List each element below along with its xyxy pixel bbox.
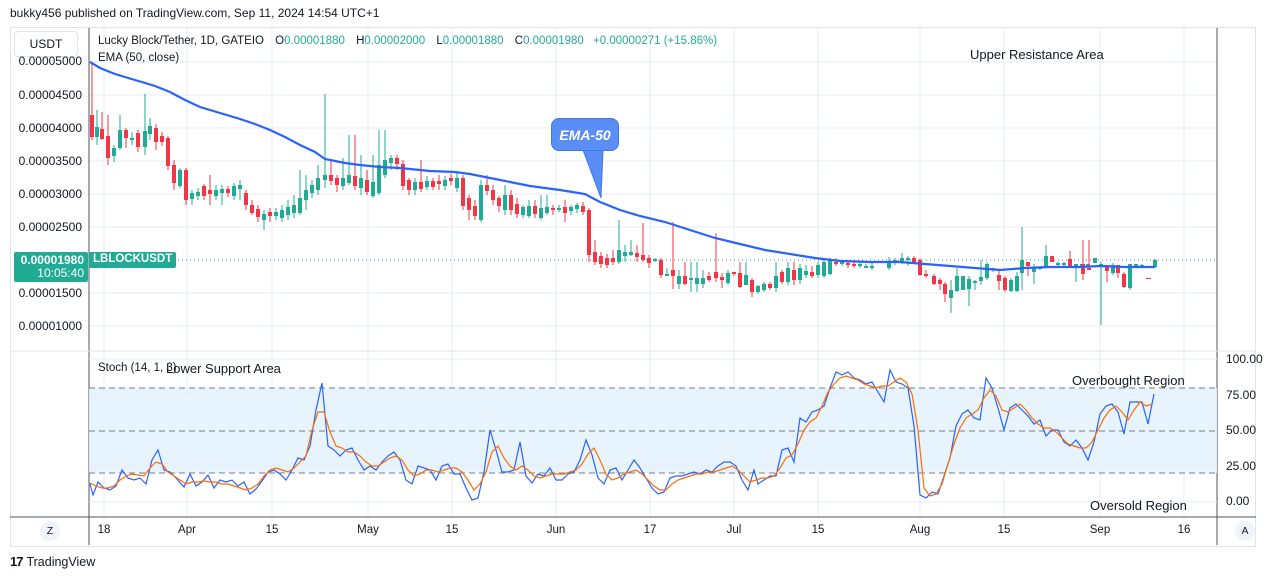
price-tick: 0.00002500 xyxy=(18,220,82,234)
time-tick: 18 xyxy=(97,524,111,536)
oversold-annotation[interactable]: Oversold Region xyxy=(1090,498,1187,513)
time-tick: Sep xyxy=(1089,524,1111,536)
publish-info: bukky456 published on TradingView.com, S… xyxy=(10,6,380,20)
zoom-reset-button[interactable]: Z xyxy=(40,521,60,541)
stoch-tick: 100.00 xyxy=(1226,352,1263,366)
time-tick: 16 xyxy=(1177,524,1191,536)
symbol-label: LBLOCKUSDT xyxy=(89,252,177,268)
ema-callout[interactable]: EMA-50 xyxy=(551,118,619,151)
time-tick: Apr xyxy=(178,524,196,536)
open-value: 0.00001880 xyxy=(284,35,345,47)
symbol-description: Lucky Block/Tether, 1D, GATEIO xyxy=(98,35,264,47)
stoch-k-line xyxy=(89,368,1155,501)
stoch-pane xyxy=(89,358,1217,503)
close-value: 0.00001980 xyxy=(523,35,584,47)
last-price-label: 0.00001980 10:05:40 xyxy=(14,252,88,282)
stoch-d-line xyxy=(89,375,1153,497)
last-price-value: 0.00001980 xyxy=(20,253,84,267)
stoch-tick: 50.00 xyxy=(1226,423,1257,437)
time-tick: 15 xyxy=(997,524,1011,536)
lower-support-annotation[interactable]: Lower Support Area xyxy=(166,361,281,376)
high-label: H xyxy=(356,35,365,47)
ema-legend[interactable]: EMA (50, close) xyxy=(98,52,180,64)
ohlc-legend: Lucky Block/Tether, 1D, GATEIO O0.000018… xyxy=(98,35,717,47)
bar-countdown: 10:05:40 xyxy=(37,266,84,280)
high-value: 0.00002000 xyxy=(364,35,426,47)
time-tick: Jun xyxy=(546,524,566,536)
stoch-legend[interactable]: Stoch (14, 1, 3) xyxy=(98,362,177,374)
time-tick: 15 xyxy=(265,524,279,536)
low-label: L xyxy=(436,35,443,47)
change-value: +0.00000271 (+15.86%) xyxy=(593,35,718,47)
open-label: O xyxy=(275,35,285,47)
ema-line xyxy=(89,61,1155,272)
time-tick: Jul xyxy=(726,524,742,536)
stoch-tick: 25.00 xyxy=(1226,459,1257,473)
time-tick: 17 xyxy=(643,524,657,536)
time-tick: Aug xyxy=(909,524,931,536)
price-tick: 0.00004000 xyxy=(18,121,82,135)
price-tick: 0.00001500 xyxy=(18,286,82,300)
brand-name: TradingView xyxy=(26,554,96,569)
time-tick: 15 xyxy=(445,524,459,536)
callout-pointer xyxy=(582,149,604,199)
price-tick: 0.00003000 xyxy=(18,187,82,201)
tradingview-brand[interactable]: 17 TradingView xyxy=(10,554,95,569)
upper-resistance-annotation[interactable]: Upper Resistance Area xyxy=(970,47,1104,62)
time-tick: May xyxy=(357,524,379,536)
price-tick: 0.00004500 xyxy=(18,88,82,102)
tradingview-logo-icon: 17 xyxy=(10,554,24,569)
price-tick: 0.00001000 xyxy=(18,319,82,333)
price-tick: 0.00003500 xyxy=(18,154,82,168)
candles xyxy=(90,62,1157,325)
currency-selector[interactable]: USDT xyxy=(14,31,78,57)
price-tick: 0.00005000 xyxy=(18,54,82,68)
stoch-tick: 75.00 xyxy=(1226,388,1257,402)
low-value: 0.00001880 xyxy=(442,35,504,47)
close-label: C xyxy=(514,35,524,47)
auto-scale-button[interactable]: A xyxy=(1235,521,1255,541)
time-tick: 15 xyxy=(811,524,825,536)
stoch-tick: 0.00 xyxy=(1226,494,1250,508)
overbought-annotation[interactable]: Overbought Region xyxy=(1072,373,1185,388)
